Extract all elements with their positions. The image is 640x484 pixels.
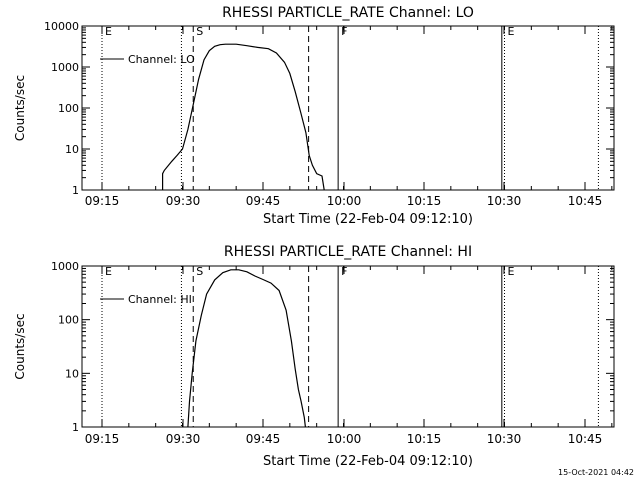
x-tick-label: 10:00 xyxy=(327,432,362,446)
y-tick-label: 10000 xyxy=(44,20,79,33)
y-axis-label: Counts/sec xyxy=(13,75,27,141)
x-tick-label: 10:15 xyxy=(407,194,442,208)
y-tick-label: 1000 xyxy=(51,61,79,74)
y-axis-label: Counts/sec xyxy=(13,313,27,379)
y-tick-label: 100 xyxy=(58,102,79,115)
chart-title: RHESSI PARTICLE_RATE Channel: LO xyxy=(222,5,474,21)
chart-panel-1: RHESSI PARTICLE_RATE Channel: LO 1 10 100 10… xyxy=(13,5,615,227)
event-marker-label: E xyxy=(105,25,112,38)
x-tick-label: 10:30 xyxy=(487,432,522,446)
x-tick-label: 10:45 xyxy=(568,194,603,208)
event-marker-label: F xyxy=(341,265,347,278)
chart-panel-2: RHESSI PARTICLE_RATE Channel: HI 1 10 100 10… xyxy=(13,244,615,469)
y-tick-label: 10 xyxy=(65,143,79,156)
legend-label: Channel: LO xyxy=(128,53,195,66)
event-marker-label: S xyxy=(196,265,203,278)
y-tick-label: 1000 xyxy=(51,260,79,273)
event-marker-label: E xyxy=(508,265,515,278)
event-marker-label: E xyxy=(508,25,515,38)
event-marker-label: E xyxy=(105,265,112,278)
x-axis-label: Start Time (22-Feb-04 09:12:10) xyxy=(263,454,473,469)
x-tick-label: 09:45 xyxy=(246,194,281,208)
x-tick-label: 10:00 xyxy=(327,194,362,208)
x-tick-label: 09:15 xyxy=(85,194,120,208)
event-marker-label: S xyxy=(196,25,203,38)
x-tick-label: 10:30 xyxy=(487,194,522,208)
x-tick-label: 09:30 xyxy=(166,194,201,208)
plot-frame xyxy=(81,25,615,191)
x-tick-label: 10:15 xyxy=(407,432,442,446)
x-tick-label: 09:30 xyxy=(166,432,201,446)
x-tick-label: 10:45 xyxy=(568,432,603,446)
event-marker-label: F xyxy=(341,25,347,38)
series-line xyxy=(162,43,325,191)
legend-label: Channel: HI xyxy=(128,293,192,306)
footer-stamp: 15-Oct-2021 04:42 xyxy=(558,468,634,477)
y-tick-label: 10 xyxy=(65,367,79,380)
series-line xyxy=(187,269,306,428)
y-tick-label: 1 xyxy=(72,184,79,197)
chart-title: RHESSI PARTICLE_RATE Channel: HI xyxy=(224,244,472,260)
y-tick-label: 1 xyxy=(72,421,79,434)
y-tick-label: 100 xyxy=(58,314,79,327)
x-axis-label: Start Time (22-Feb-04 09:12:10) xyxy=(263,212,473,227)
plot-frame xyxy=(81,265,615,428)
x-tick-label: 09:45 xyxy=(246,432,281,446)
x-tick-label: 09:15 xyxy=(85,432,120,446)
